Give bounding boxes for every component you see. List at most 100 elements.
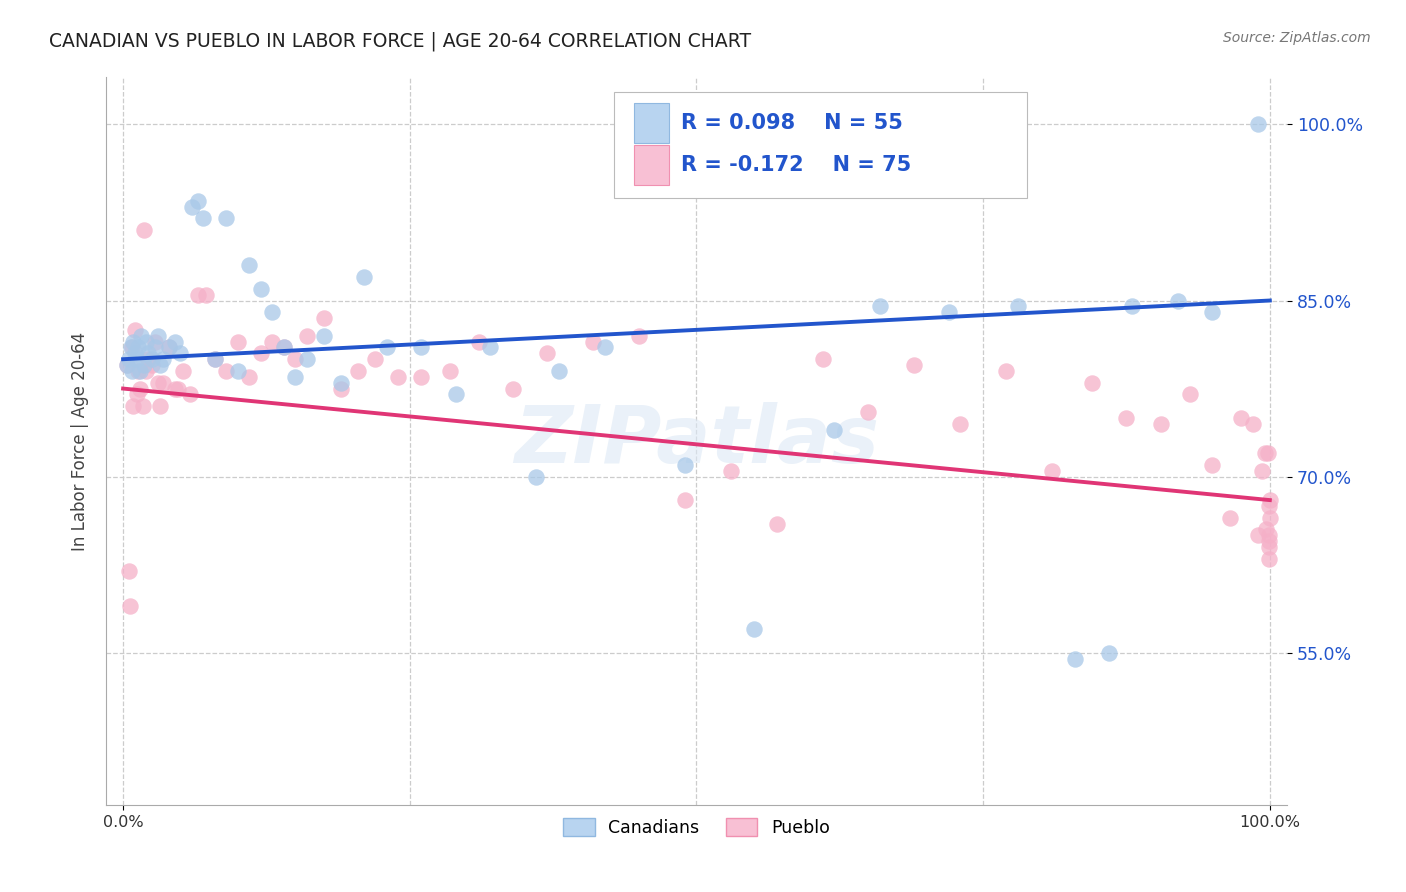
Point [125, 387, 148, 401]
Point [1115, 411, 1137, 425]
Point [215, 364, 238, 378]
Point [858, 405, 880, 419]
Point [121, 364, 143, 378]
Point [143, 334, 166, 349]
Point [187, 287, 209, 301]
Point [204, 352, 226, 367]
Point [1258, 534, 1281, 549]
Point [118, 599, 141, 613]
Point [146, 328, 169, 343]
Legend: Canadians, Pueblo: Canadians, Pueblo [557, 812, 837, 844]
Point [1230, 411, 1253, 425]
Point [187, 194, 209, 208]
Point [273, 341, 295, 355]
Point [1167, 293, 1189, 308]
Point [1257, 446, 1279, 460]
Text: Source: ZipAtlas.com: Source: ZipAtlas.com [1223, 31, 1371, 45]
Point [312, 311, 335, 326]
Point [149, 358, 172, 372]
Point [149, 399, 172, 413]
Text: R = 0.098    N = 55: R = 0.098 N = 55 [681, 113, 903, 133]
Point [536, 346, 558, 360]
Point [143, 341, 166, 355]
Point [479, 341, 502, 355]
Point [1247, 528, 1270, 542]
Point [1219, 510, 1241, 524]
Text: CANADIAN VS PUEBLO IN LABOR FORCE | AGE 20-64 CORRELATION CHART: CANADIAN VS PUEBLO IN LABOR FORCE | AGE … [49, 31, 751, 51]
Point [1254, 446, 1277, 460]
Point [152, 352, 174, 367]
Point [1178, 387, 1201, 401]
Point [118, 352, 141, 367]
Point [823, 423, 845, 437]
Point [411, 341, 433, 355]
Point [122, 334, 145, 349]
Point [262, 305, 284, 319]
Point [411, 369, 433, 384]
Point [1258, 510, 1281, 524]
Point [127, 341, 149, 355]
Point [995, 364, 1018, 378]
Point [1258, 551, 1281, 566]
Point [262, 334, 284, 349]
Point [152, 376, 174, 390]
Point [1257, 499, 1279, 513]
Point [226, 334, 249, 349]
Point [238, 258, 260, 272]
Point [115, 358, 138, 372]
Point [628, 328, 651, 343]
Point [238, 369, 260, 384]
Point [673, 493, 696, 508]
Point [1247, 117, 1270, 131]
Point [193, 211, 215, 226]
Point [1201, 305, 1223, 319]
Point [163, 334, 186, 349]
Point [157, 341, 180, 355]
Point [444, 387, 467, 401]
Point [163, 382, 186, 396]
Point [502, 382, 524, 396]
Point [204, 352, 226, 367]
Point [132, 358, 155, 372]
Text: ZIPatlas: ZIPatlas [515, 402, 879, 481]
Point [146, 376, 169, 390]
Point [138, 346, 160, 360]
Point [121, 341, 143, 355]
Point [582, 334, 605, 349]
Point [122, 399, 145, 413]
Y-axis label: In Labor Force | Age 20-64: In Labor Force | Age 20-64 [72, 332, 89, 551]
Point [284, 352, 307, 367]
Point [180, 200, 202, 214]
Point [129, 364, 152, 378]
Point [120, 341, 142, 355]
Point [125, 352, 148, 367]
Point [249, 282, 271, 296]
Point [172, 364, 194, 378]
Point [765, 516, 787, 531]
Point [720, 464, 742, 478]
Point [179, 387, 201, 401]
Point [118, 564, 141, 578]
Point [131, 328, 153, 343]
Point [215, 211, 238, 226]
Point [295, 352, 318, 367]
Point [141, 352, 163, 367]
Point [524, 469, 547, 483]
Point [129, 382, 152, 396]
Point [330, 382, 353, 396]
Point [1241, 417, 1264, 431]
Point [949, 417, 972, 431]
Point [295, 328, 318, 343]
Point [135, 364, 157, 378]
Point [1150, 417, 1173, 431]
Point [115, 358, 138, 372]
Point [353, 270, 375, 285]
Point [131, 399, 153, 413]
Point [1007, 299, 1029, 313]
Point [364, 352, 387, 367]
Point [387, 369, 409, 384]
Point [1064, 651, 1087, 665]
Point [1201, 458, 1223, 472]
Point [124, 323, 146, 337]
Point [1081, 376, 1104, 390]
